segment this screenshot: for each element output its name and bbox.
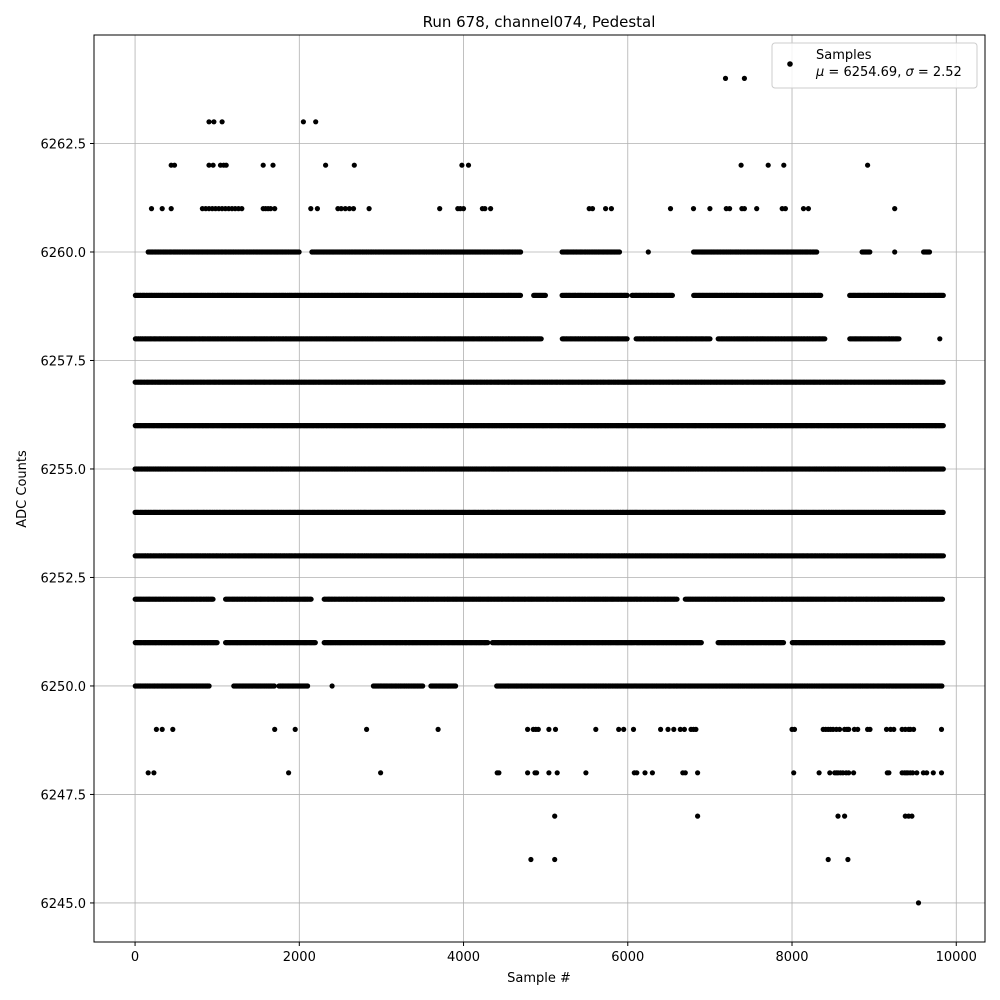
data-point <box>939 596 946 602</box>
data-point <box>214 640 220 646</box>
data-point <box>496 770 502 776</box>
data-point <box>420 683 426 689</box>
data-point <box>552 813 558 819</box>
data-point <box>842 813 848 819</box>
data-point <box>621 726 627 733</box>
data-point <box>909 813 915 819</box>
data-point <box>915 900 922 906</box>
data-point <box>693 726 699 733</box>
data-point <box>546 770 552 776</box>
data-point <box>554 770 560 776</box>
data-point <box>658 726 664 733</box>
data-point <box>534 770 540 776</box>
data-point <box>837 726 843 733</box>
data-point <box>364 726 370 733</box>
data-point <box>616 726 622 733</box>
data-point <box>914 770 920 776</box>
data-point <box>939 683 945 689</box>
data-point <box>886 770 892 776</box>
data-point <box>528 856 534 863</box>
data-point <box>940 640 946 646</box>
data-point <box>791 726 798 733</box>
data-point <box>698 640 704 646</box>
data-point <box>695 770 701 776</box>
data-point <box>145 770 151 776</box>
data-point <box>153 726 159 733</box>
data-point <box>308 596 314 602</box>
data-point <box>851 770 857 776</box>
data-point <box>677 726 683 733</box>
data-point <box>535 726 541 733</box>
data-point <box>485 640 491 646</box>
data-point <box>780 640 787 646</box>
data-point <box>940 466 946 472</box>
data-point <box>791 770 797 776</box>
data-point <box>630 726 637 733</box>
data-point <box>681 726 688 733</box>
data-point <box>816 770 822 776</box>
data-point <box>552 856 558 863</box>
chart-title: Run 678, channel074, Pedestal <box>423 13 656 31</box>
data-point <box>825 856 831 863</box>
data-point <box>938 770 945 776</box>
data-point <box>940 553 947 559</box>
data-point <box>846 726 852 733</box>
data-point <box>938 726 945 733</box>
data-point <box>453 683 459 689</box>
data-point <box>583 770 589 776</box>
data-point <box>835 813 841 819</box>
data-point <box>292 726 298 733</box>
data-point <box>649 770 656 776</box>
data-point <box>151 770 157 776</box>
data-point <box>867 726 873 733</box>
data-point <box>634 770 640 776</box>
data-point <box>271 683 277 689</box>
data-point <box>272 726 278 733</box>
data-point <box>682 770 688 776</box>
data-point <box>891 726 897 733</box>
data-point <box>665 726 671 733</box>
data-point <box>674 596 680 602</box>
data-point <box>329 683 335 689</box>
data-point <box>378 770 384 776</box>
data-point <box>671 726 677 733</box>
data-point <box>910 770 916 776</box>
data-points <box>132 75 947 906</box>
data-point <box>546 726 552 733</box>
data-point <box>883 726 890 733</box>
data-point <box>695 813 701 819</box>
data-point <box>210 596 216 602</box>
data-point <box>312 640 318 646</box>
data-point <box>827 770 833 776</box>
data-point <box>552 726 559 733</box>
data-point <box>911 726 917 733</box>
data-point <box>924 770 930 776</box>
data-point <box>525 770 531 776</box>
data-point <box>286 770 292 776</box>
data-point <box>642 770 648 776</box>
data-point <box>930 770 936 776</box>
data-point <box>305 683 311 689</box>
data-point <box>855 726 861 733</box>
data-point <box>846 770 852 776</box>
data-point <box>206 683 212 689</box>
data-point <box>940 509 946 515</box>
data-point <box>525 726 531 733</box>
data-point <box>845 856 851 863</box>
data-point <box>159 726 165 733</box>
data-point <box>435 726 441 733</box>
data-point <box>593 726 599 733</box>
data-point <box>170 726 176 733</box>
